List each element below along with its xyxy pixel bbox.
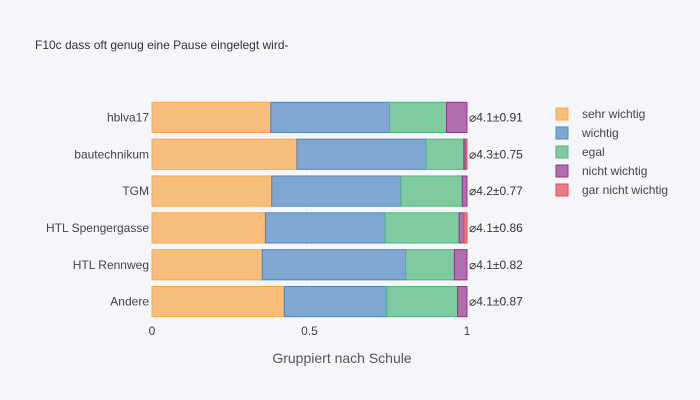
- bar-segment[interactable]: [389, 101, 448, 134]
- legend-label: gar nicht wichtig: [582, 183, 668, 197]
- category-label: HTL Spengergasse: [46, 221, 149, 235]
- bar-segment[interactable]: [457, 285, 468, 318]
- bar-segment[interactable]: [405, 249, 455, 281]
- legend-item[interactable]: nicht wichtig: [555, 164, 647, 178]
- bar-segment[interactable]: [425, 138, 465, 170]
- bar-segment[interactable]: [463, 212, 468, 244]
- bar-segment[interactable]: [384, 212, 460, 244]
- bar-segment[interactable]: [296, 138, 427, 170]
- legend-swatch: [555, 164, 569, 178]
- x-tick-label: 1: [464, 324, 471, 338]
- category-label: hblva17: [107, 110, 149, 124]
- category-label: TGM: [122, 184, 149, 198]
- bar-segment[interactable]: [400, 175, 463, 207]
- bar-segment[interactable]: [151, 138, 298, 170]
- bar-segment[interactable]: [151, 285, 285, 318]
- category-label: HTL Rennweg: [73, 258, 149, 272]
- legend-label: sehr wichtig: [582, 107, 645, 121]
- bar-segment[interactable]: [264, 212, 386, 244]
- bar-segment[interactable]: [151, 175, 273, 207]
- mean-sd-label: ⌀4.1±0.91: [469, 110, 523, 124]
- bar-segment[interactable]: [464, 138, 468, 170]
- bar-segment[interactable]: [261, 249, 407, 281]
- legend-item[interactable]: sehr wichtig: [555, 107, 645, 121]
- category-label: Andere: [110, 295, 149, 309]
- bar-segment[interactable]: [283, 285, 388, 318]
- legend-swatch: [555, 183, 569, 197]
- mean-sd-label: ⌀4.1±0.86: [469, 221, 523, 235]
- legend-item[interactable]: egal: [555, 145, 605, 159]
- legend-swatch: [555, 126, 569, 140]
- category-label: bautechnikum: [74, 147, 149, 161]
- legend-swatch: [555, 107, 569, 121]
- bar-segment[interactable]: [151, 101, 272, 134]
- legend-item[interactable]: gar nicht wichtig: [555, 183, 668, 197]
- legend-swatch: [555, 145, 569, 159]
- bar-segment[interactable]: [271, 175, 402, 207]
- bar-segment[interactable]: [446, 101, 468, 134]
- chart-title: F10c dass oft genug eine Pause eingelegt…: [35, 38, 289, 52]
- x-tick-label: 0: [149, 324, 156, 338]
- mean-sd-label: ⌀4.1±0.87: [469, 295, 523, 309]
- x-tick-label: 0.5: [301, 324, 318, 338]
- bar-segment[interactable]: [453, 249, 468, 281]
- mean-sd-label: ⌀4.2±0.77: [469, 184, 523, 198]
- mean-sd-label: ⌀4.1±0.82: [469, 258, 523, 272]
- bar-segment[interactable]: [270, 101, 391, 134]
- bar-segment[interactable]: [461, 175, 468, 207]
- legend-item[interactable]: wichtig: [555, 126, 619, 140]
- bar-segment[interactable]: [458, 212, 465, 244]
- x-axis-title: Gruppiert nach Schule: [272, 350, 412, 366]
- bar-segment[interactable]: [151, 212, 266, 244]
- legend-label: nicht wichtig: [582, 164, 647, 178]
- bar-segment[interactable]: [386, 285, 459, 318]
- legend-label: egal: [582, 145, 605, 159]
- mean-sd-label: ⌀4.3±0.75: [469, 147, 523, 161]
- legend-label: wichtig: [581, 126, 619, 140]
- bar-segment[interactable]: [151, 249, 263, 281]
